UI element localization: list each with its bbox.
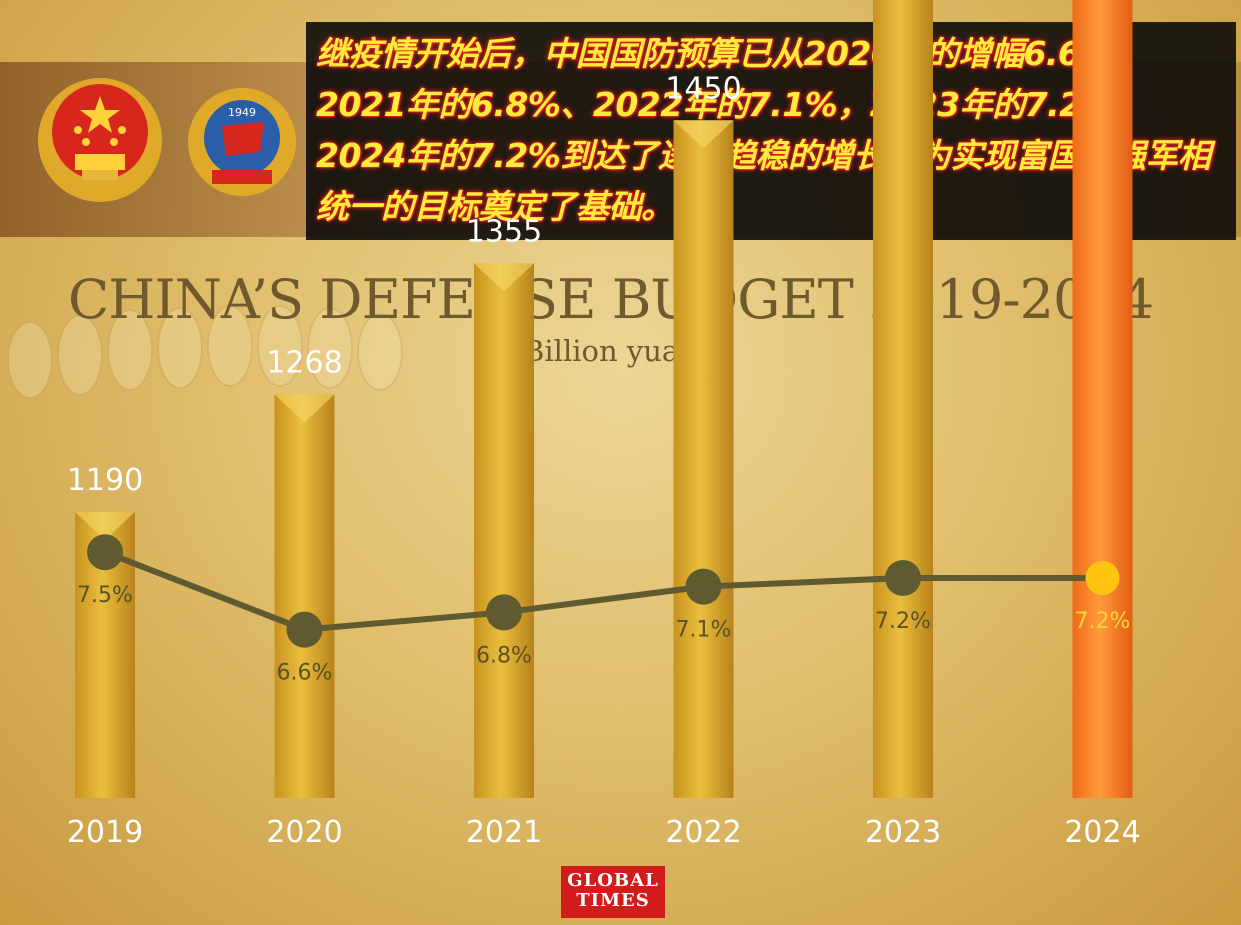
growth-label-2021: 6.8% — [476, 643, 532, 668]
bar-cap-2020 — [274, 394, 335, 423]
growth-point-2024 — [1085, 561, 1120, 595]
bar-2021 — [474, 263, 534, 798]
bar-2024 — [1072, 0, 1133, 798]
logo-line-1: GLOBAL — [567, 870, 659, 891]
global-times-logo: GLOBAL TIMES — [561, 866, 665, 918]
growth-label-2019: 7.5% — [77, 583, 133, 608]
x-tick-2019: 2019 — [67, 815, 143, 850]
x-tick-2021: 2021 — [466, 815, 542, 850]
growth-point-2019 — [87, 534, 123, 571]
growth-label-2020: 6.6% — [277, 661, 333, 686]
growth-point-2023 — [885, 560, 921, 596]
decorative-petals — [7, 305, 403, 399]
x-tick-2020: 2020 — [266, 815, 342, 850]
value-label-2019: 1190 — [67, 463, 143, 498]
caption-text: 继疫情开始后，中国国防预算已从2020年的增幅6.6%、2021年的6.8%、2… — [316, 34, 1211, 226]
growth-label-2023: 7.2% — [875, 609, 931, 634]
chart-title: CHINA’S DEFENSE BUDGET 2019-2024 — [67, 268, 1154, 331]
bar-2020 — [274, 394, 335, 798]
bar-cap-2022 — [673, 120, 734, 149]
value-label-2022: 1450 — [665, 71, 741, 106]
bar-cap-2019 — [75, 511, 135, 540]
x-tick-2023: 2023 — [865, 815, 941, 850]
logo-line-2: TIMES — [576, 890, 650, 911]
growth-point-2022 — [685, 568, 722, 605]
growth-label-2024: 7.2% — [1075, 609, 1131, 634]
cppcc-emblem-icon: 1949 — [188, 88, 296, 196]
growth-label-2022: 7.1% — [676, 618, 732, 643]
growth-point-2020 — [286, 611, 323, 648]
value-label-2020: 1268 — [266, 345, 342, 380]
national-emblem-icon — [38, 78, 162, 202]
growth-point-2021 — [486, 594, 522, 631]
emblem-year: 1949 — [228, 106, 256, 119]
value-label-2021: 1355 — [466, 214, 542, 249]
growth-line — [103, 549, 1103, 633]
x-tick-2024: 2024 — [1064, 815, 1140, 850]
bar-2022 — [673, 120, 734, 799]
bar-cap-2021 — [474, 263, 534, 292]
bar-2023 — [873, 0, 933, 798]
x-tick-2022: 2022 — [665, 815, 741, 850]
